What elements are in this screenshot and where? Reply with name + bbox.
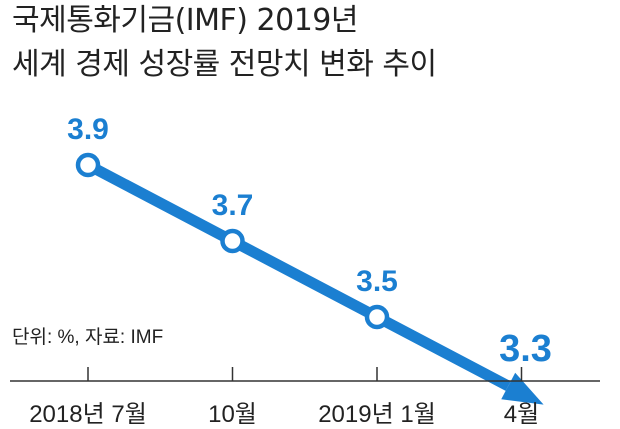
data-label: 3.7 xyxy=(212,189,254,222)
data-label: 3.9 xyxy=(67,113,109,146)
x-tick-label: 10월 xyxy=(208,401,257,428)
x-tick-label: 2018년 7월 xyxy=(29,401,147,428)
data-point-marker xyxy=(75,152,101,178)
data-label: 3.5 xyxy=(356,265,398,298)
x-tick-label: 4월 xyxy=(504,401,539,428)
source-note: 단위: %, 자료: IMF xyxy=(12,326,163,348)
data-point-marker xyxy=(364,304,390,330)
chart-title-line-2: 세계 경제 성장률 전망치 변화 추이 xyxy=(12,47,437,82)
x-tick-label: 2019년 1월 xyxy=(318,401,436,428)
data-label: 3.3 xyxy=(499,328,552,370)
series-arrowhead-marker xyxy=(501,372,544,405)
data-point-marker xyxy=(220,228,245,254)
series-line xyxy=(85,160,511,391)
chart-title-line-1: 국제통화기금(IMF) 2019년 xyxy=(12,3,358,38)
